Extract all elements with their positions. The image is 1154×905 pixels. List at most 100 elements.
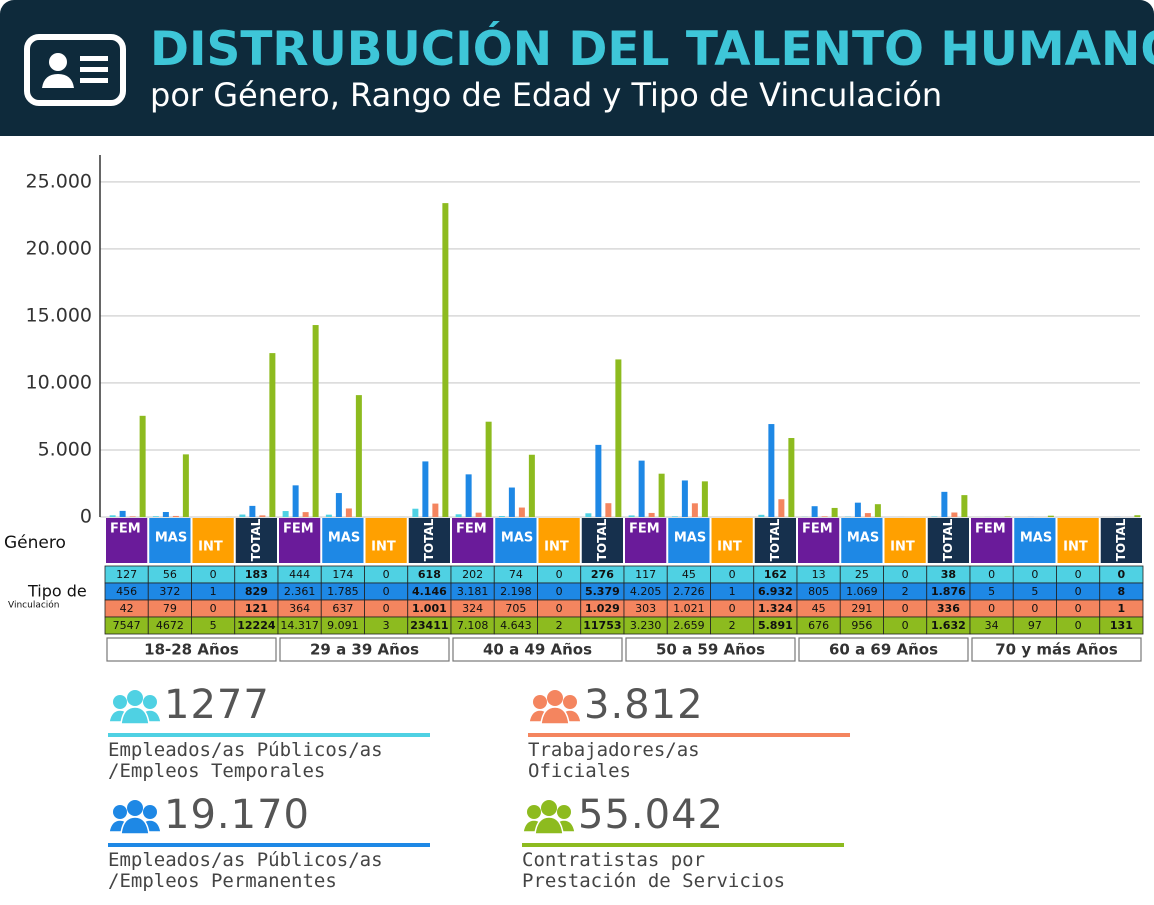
icon-body [534,816,564,835]
gender-label: MAS [847,531,879,546]
group-label: 60 a 69 Años [829,641,938,659]
gender-label: TOTAL [941,518,955,561]
gender-label: TOTAL [768,518,782,561]
gender-label: INT [890,540,915,555]
gender-cell [235,518,277,563]
group-label: 40 a 49 Años [483,641,592,659]
gender-cell [754,518,796,563]
bar [345,508,352,517]
bar [1047,515,1054,517]
bar [312,325,319,517]
bar [259,515,266,517]
bar [162,512,169,517]
gender-label: FEM [110,522,141,537]
table-value: 1.785 [327,585,359,598]
table-value: 324 [462,602,483,615]
legend-line [108,843,430,847]
table-value: 336 [937,602,960,615]
gender-cell [192,518,234,563]
icon-head [563,695,577,709]
title: DISTRUBUCIÓN DEL TALENTO HUMANO [150,22,1154,77]
table-value: 4.643 [500,619,532,632]
table-value: 956 [851,619,872,632]
bar [465,474,472,517]
table-value: 2 [556,619,563,632]
legend-total: 55.042 [578,792,724,838]
y-tick-label: 20.000 [26,237,92,259]
table-value: 162 [764,568,787,581]
table-value: 34 [985,619,999,632]
bar [172,515,179,517]
row-label: Vinculación [8,600,60,611]
bar [931,516,938,517]
table-value: 117 [635,568,656,581]
table-value: 2.726 [673,585,705,598]
legend-icon [108,690,162,725]
gender-label: FEM [802,522,833,537]
table-value: 805 [808,585,829,598]
bar [811,506,818,517]
table-value: 5.379 [585,585,620,598]
bar [658,473,665,517]
table-value: 0 [383,568,390,581]
table-value: 276 [591,568,614,581]
table-value: 4.205 [630,585,662,598]
bar [292,485,299,517]
bar [951,512,958,517]
table-value: 676 [808,619,829,632]
bar [778,499,785,517]
bar [638,460,645,517]
table-value: 0 [988,602,995,615]
table-value: 372 [159,585,180,598]
table-value: 705 [505,602,526,615]
table-value: 1 [729,585,736,598]
bar [485,421,492,517]
group-box [625,637,796,662]
bar [442,203,449,517]
bar [355,395,362,517]
table-value: 0 [729,568,736,581]
table-value: 45 [682,568,696,581]
header: DISTRUBUCIÓN DEL TALENTO HUMANO por Géne… [0,0,1154,136]
bar [701,481,708,517]
bar [615,359,622,517]
table-value: 2.361 [284,585,316,598]
bar [691,503,698,517]
bar [302,512,309,517]
table-value: 131 [1110,619,1133,632]
bar [109,515,116,517]
bar [335,493,342,517]
bar [528,454,535,517]
table-value: 74 [509,568,523,581]
chart: 05.00010.00015.00020.00025.000FEM1274564… [4,155,1144,662]
bar [821,516,828,517]
table-value: 618 [418,568,441,581]
gender-cell [668,518,710,563]
group-box [279,637,450,662]
gender-cell [884,518,926,563]
table-value: 13 [812,568,826,581]
table-value: 1.001 [412,602,447,615]
gender-cell [322,518,364,563]
group-box [452,637,623,662]
table-value: 1.021 [673,602,705,615]
table-value: 1 [1118,602,1126,615]
bar [595,444,602,517]
table-value: 364 [289,602,310,615]
bar [325,514,332,517]
table-value: 25 [855,568,869,581]
gender-label: MAS [501,531,533,546]
table-value: 0 [902,602,909,615]
gender-label: INT [198,540,223,555]
group-box [798,637,969,662]
table-value: 0 [1075,568,1082,581]
table-value: 0 [1031,568,1038,581]
table-value: 45 [812,602,826,615]
table-value: 0 [988,568,995,581]
icon-head [113,695,127,709]
legend-icon [522,800,576,835]
bar [941,491,948,517]
legend-icon [108,800,162,835]
gender-label: TOTAL [422,518,436,561]
table-value: 829 [245,585,268,598]
